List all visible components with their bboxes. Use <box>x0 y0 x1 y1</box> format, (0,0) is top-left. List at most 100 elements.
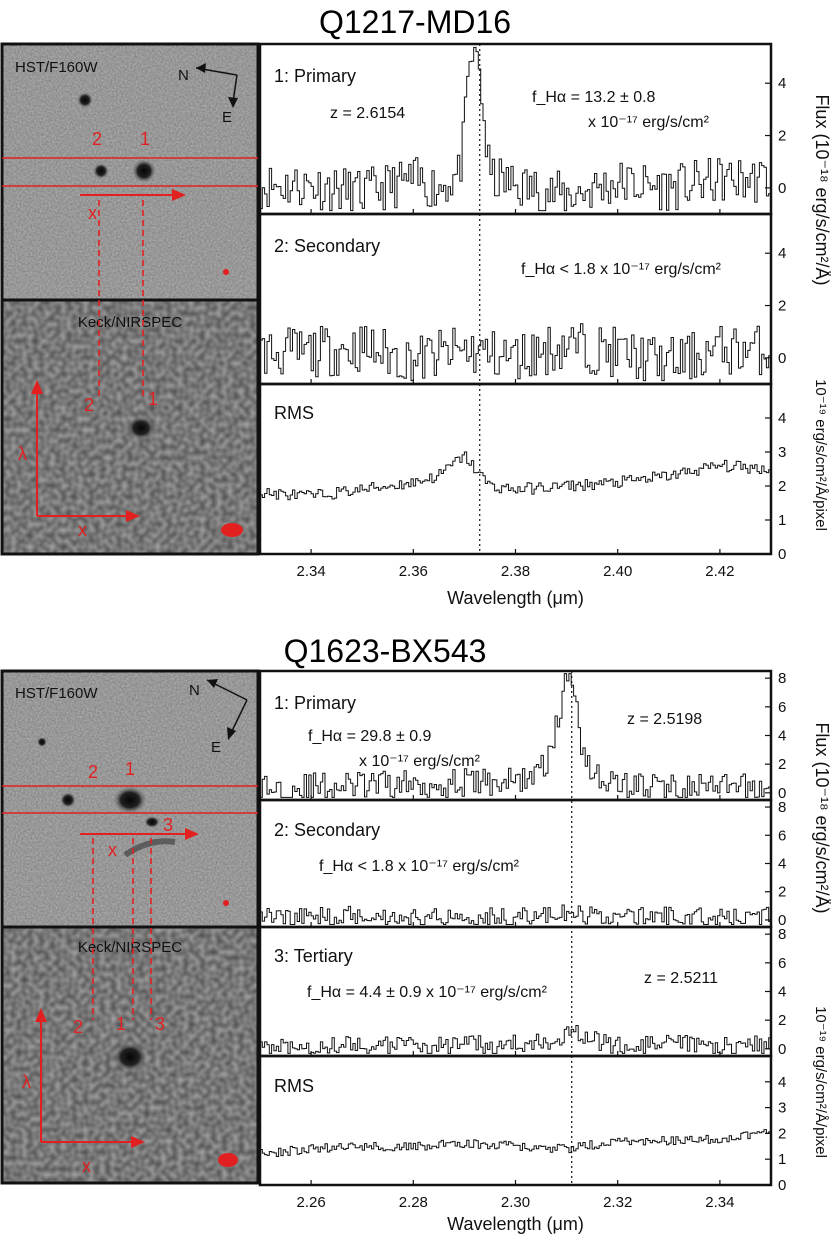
panel-frame <box>258 1054 773 1187</box>
spectrum-panel: 0 2 4 6 8 3: Tertiary f_Hα = 4.4 ± 0.9 x 10⁻¹⁷… <box>258 925 786 1058</box>
x-label-keck: x <box>78 520 87 540</box>
y-tick-label: 6 <box>778 827 786 844</box>
y-tick-label: 2 <box>778 478 786 495</box>
y-tick-label: 1 <box>778 512 786 529</box>
x-axis-label: Wavelength (μm) <box>447 1214 584 1234</box>
y-tick-label: 3 <box>778 1100 786 1117</box>
lambda-label: λ <box>18 444 27 464</box>
x-tick-label: 2.42 <box>705 563 734 580</box>
y-tick-label: 2 <box>778 298 786 315</box>
spectrum-panel: 0 1 2 3 4 RMS <box>258 1054 786 1194</box>
panel-annotation: x 10⁻¹⁷ erg/s/cm² <box>588 114 710 131</box>
y-tick-label: 2 <box>778 756 786 773</box>
y-tick-label: 1 <box>778 1151 786 1168</box>
panel-annotation: x 10⁻¹⁷ erg/s/cm² <box>359 753 481 770</box>
spectrum-line <box>260 323 771 382</box>
source-2-blob <box>60 792 76 808</box>
hst-image-panel: HST/F160W x 2 1 N E <box>0 42 260 302</box>
spectrum-panel: 0 2 4 1: Primary z = 2.6154 f_Hα = 13.2 ± 0.8… <box>258 42 786 216</box>
spectrum-line <box>260 904 771 925</box>
y-tick-label: 0 <box>778 1041 786 1058</box>
panel-label: 3: Tertiary <box>274 946 353 966</box>
source-3-blob <box>144 816 160 828</box>
source-2-blob <box>93 163 109 179</box>
y-tick-label: 4 <box>778 728 786 745</box>
psf-ellipse <box>221 523 243 537</box>
object-label-3: 3 <box>163 815 173 835</box>
y-tick-label: 0 <box>778 180 786 197</box>
y-tick-label: 4 <box>778 410 786 427</box>
x-tick-label: 2.32 <box>603 1194 632 1211</box>
compass-e: E <box>222 109 232 126</box>
x-tick-label: 2.34 <box>296 563 325 580</box>
keck-object-label-2: 2 <box>73 1017 83 1037</box>
spectrum-panel: 0 1 2 3 4 RMS <box>258 382 786 563</box>
x-tick-label: 2.28 <box>399 1194 428 1211</box>
y-tick-label: 0 <box>778 350 786 367</box>
panel-annotation: f_Hα = 13.2 ± 0.8 <box>532 89 656 106</box>
x-axis-label: Wavelength (μm) <box>447 588 584 608</box>
y-tick-label: 4 <box>778 856 786 873</box>
source-1-blob <box>132 159 156 183</box>
x-label-keck: x <box>82 1156 91 1176</box>
spectrum-line <box>260 1129 771 1157</box>
spectrum-panel: 0 2 4 6 8 2: Secondary f_Hα < 1.8 x 10⁻¹⁷ erg/… <box>258 798 786 929</box>
x-tick-label: 2.40 <box>603 563 632 580</box>
y-tick-label: 4 <box>778 245 786 262</box>
x-arrowhead <box>172 189 186 201</box>
panel-label: RMS <box>274 1076 314 1096</box>
y-tick-label: 0 <box>778 785 786 802</box>
object-label-2: 2 <box>88 762 98 782</box>
spectrum-blob <box>127 416 155 440</box>
lambda-label: λ <box>22 1072 31 1092</box>
source-blob <box>77 92 93 108</box>
panel-label: 1: Primary <box>274 66 356 86</box>
keck-label: Keck/NIRSPEC <box>78 939 182 956</box>
figure-q1217: Q1217-MD16 HST/F160W x 2 1 N <box>0 4 831 608</box>
spectrum-blob <box>113 1042 147 1072</box>
chart-title: Q1623-BX543 <box>284 633 487 669</box>
panel-label: 2: Secondary <box>274 820 380 840</box>
spectrum-line <box>260 1025 771 1054</box>
object-label-1: 1 <box>140 129 150 149</box>
y-tick-label: 8 <box>778 670 786 687</box>
x-tick-label: 2.38 <box>501 563 530 580</box>
spectrum-line <box>260 451 771 501</box>
y-tick-label: 4 <box>778 984 786 1001</box>
x-tick-label: 2.30 <box>501 1194 530 1211</box>
panel-annotation: f_Hα = 4.4 ± 0.9 x 10⁻¹⁷ erg/s/cm² <box>307 984 548 1001</box>
panel-annotation: f_Hα = 29.8 ± 0.9 <box>308 728 432 745</box>
y-tick-label: 4 <box>778 75 786 92</box>
hst-label: HST/F160W <box>15 59 98 76</box>
y-tick-label: 6 <box>778 955 786 972</box>
y-tick-label: 0 <box>778 1177 786 1194</box>
spectrum-line <box>260 46 771 212</box>
keck-object-label-1: 1 <box>148 389 158 409</box>
x-tick-label: 2.26 <box>296 1194 325 1211</box>
panel-annotation: f_Hα < 1.8 x 10⁻¹⁷ erg/s/cm² <box>319 858 520 875</box>
figure-q1623: Q1623-BX543 HST/F160W x 2 1 3 <box>0 633 831 1234</box>
panel-annotation: z = 2.5211 <box>644 970 718 987</box>
compass-n: N <box>189 682 200 699</box>
panel-annotation: z = 2.5198 <box>627 711 702 728</box>
compass-icon: N E <box>178 63 238 126</box>
y-tick-label: 0 <box>778 912 786 929</box>
hst-label: HST/F160W <box>15 685 98 702</box>
panel-annotation: f_Hα < 1.8 x 10⁻¹⁷ erg/s/cm² <box>521 261 722 278</box>
y-tick-label: 0 <box>778 546 786 563</box>
hst-image-panel: HST/F160W x 2 1 3 N E <box>0 669 260 929</box>
x-tick-label: 2.34 <box>705 1194 734 1211</box>
compass-e: E <box>211 739 221 756</box>
keck-image-panel: Keck/NIRSPEC λ x 2 1 3 <box>0 925 260 1185</box>
y-tick-label: 8 <box>778 799 786 816</box>
rms-y-label: 10⁻¹⁹ erg/s/cm²/Å/pixel <box>812 379 829 531</box>
y-tick-label: 3 <box>778 444 786 461</box>
keck-object-label-3: 3 <box>155 1014 165 1034</box>
spectrum-line <box>260 673 771 798</box>
psf-ellipse <box>218 1153 238 1167</box>
y-tick-label: 6 <box>778 699 786 716</box>
object-label-1: 1 <box>125 759 135 779</box>
rms-y-label: 10⁻¹⁹ erg/s/cm²/Å/pixel <box>812 1006 829 1158</box>
compass-n: N <box>178 67 189 84</box>
